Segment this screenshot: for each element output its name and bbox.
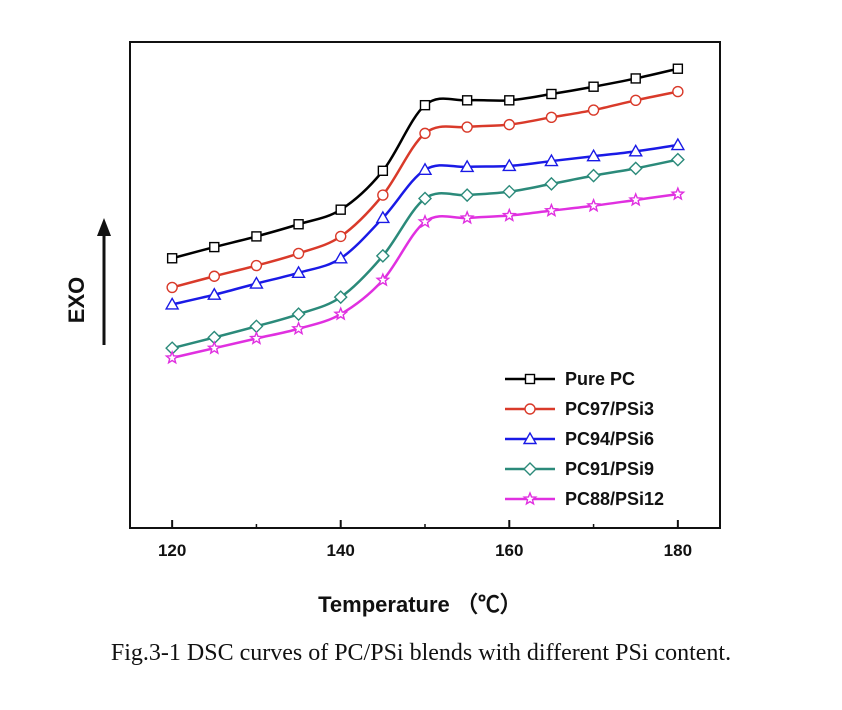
data-point xyxy=(291,307,306,322)
data-point xyxy=(206,340,222,355)
data-point xyxy=(504,95,515,106)
series-4 xyxy=(164,186,686,365)
data-point xyxy=(502,184,517,199)
data-point xyxy=(546,88,557,100)
data-point xyxy=(333,290,348,305)
plot-frame xyxy=(129,41,721,529)
data-point xyxy=(418,191,432,206)
data-point xyxy=(460,188,475,203)
legend: Pure PC PC97/PSi3 PC94/PSi6 PC91/PSi9 PC88/P… xyxy=(505,369,664,509)
data-point xyxy=(586,197,602,213)
exo-arrow-icon xyxy=(97,218,111,345)
data-point xyxy=(375,210,391,224)
data-point xyxy=(503,118,515,131)
data-point xyxy=(543,202,559,218)
legend-label: PC88/PSi12 xyxy=(565,489,664,509)
legend-marker xyxy=(522,431,538,445)
data-point xyxy=(249,276,264,289)
series-1 xyxy=(166,85,684,294)
data-point xyxy=(208,270,220,282)
data-point xyxy=(672,85,684,98)
legend-item: PC91/PSi9 xyxy=(505,459,654,479)
data-point xyxy=(419,99,431,111)
data-point xyxy=(251,231,262,242)
data-point xyxy=(249,319,264,334)
data-point xyxy=(630,94,642,107)
data-point xyxy=(586,148,601,162)
series-2 xyxy=(164,137,686,310)
data-point xyxy=(672,63,684,74)
legend-label: PC97/PSi3 xyxy=(565,399,654,419)
data-point xyxy=(164,297,180,310)
data-point xyxy=(544,176,559,191)
data-point xyxy=(250,259,263,272)
data-point xyxy=(248,330,264,345)
data-point xyxy=(628,161,643,176)
data-point xyxy=(670,186,686,201)
legend-item: Pure PC xyxy=(505,369,635,389)
data-point xyxy=(544,153,559,167)
data-point xyxy=(628,143,643,157)
data-point xyxy=(377,165,389,176)
data-point xyxy=(335,230,347,243)
data-point xyxy=(166,253,178,264)
data-point xyxy=(417,213,433,229)
data-point xyxy=(459,210,475,225)
data-point xyxy=(670,152,685,167)
x-tick-label: 140 xyxy=(327,541,355,560)
data-point xyxy=(419,127,431,140)
data-point xyxy=(209,241,220,253)
data-point xyxy=(502,158,517,172)
legend-marker xyxy=(522,491,538,506)
data-point xyxy=(164,349,180,365)
series-3 xyxy=(165,152,685,356)
dsc-chart: 120 140 160 180 Pure PC PC97/PSi3 PC94/PSi6 PC… xyxy=(64,41,721,617)
data-point xyxy=(207,287,222,300)
series-line xyxy=(171,158,679,350)
series-0 xyxy=(166,63,684,264)
x-tick-label: 160 xyxy=(495,541,523,560)
legend-item: PC94/PSi6 xyxy=(505,429,654,449)
data-point xyxy=(293,219,304,230)
data-point xyxy=(628,192,644,207)
legend-label: PC94/PSi6 xyxy=(565,429,654,449)
series-line xyxy=(171,90,679,289)
legend-item: PC88/PSi12 xyxy=(505,489,664,509)
x-axis-ticks: 120 140 160 180 xyxy=(158,520,692,560)
data-point xyxy=(588,81,599,92)
data-point xyxy=(292,247,305,260)
data-point xyxy=(670,137,686,151)
data-point xyxy=(501,207,517,222)
legend-marker xyxy=(523,462,537,476)
x-tick-label: 120 xyxy=(158,541,186,560)
data-point xyxy=(375,272,391,287)
legend-label: Pure PC xyxy=(565,369,635,389)
series-layer xyxy=(164,63,686,365)
figure-caption: Fig.3-1 DSC curves of PC/PSi blends with… xyxy=(110,640,732,666)
data-point xyxy=(461,121,473,133)
data-point xyxy=(461,95,473,106)
x-axis-label: Temperature （℃） xyxy=(318,592,522,617)
data-point xyxy=(291,320,307,336)
data-point xyxy=(459,159,475,173)
data-point xyxy=(166,281,178,294)
data-point xyxy=(377,189,389,201)
data-point xyxy=(545,111,558,124)
legend-marker xyxy=(524,373,536,385)
data-point xyxy=(630,73,641,84)
data-point xyxy=(587,104,600,116)
data-point xyxy=(333,250,348,264)
legend-item: PC97/PSi3 xyxy=(505,399,654,419)
data-point xyxy=(291,265,306,279)
data-point xyxy=(335,204,346,215)
data-point xyxy=(375,248,390,263)
legend-marker xyxy=(524,403,536,415)
data-point xyxy=(417,162,433,176)
legend-label: PC91/PSi9 xyxy=(565,459,654,479)
data-point xyxy=(333,306,349,321)
data-point xyxy=(586,168,601,183)
y-axis-label: EXO xyxy=(64,277,89,323)
x-tick-label: 180 xyxy=(664,541,692,560)
